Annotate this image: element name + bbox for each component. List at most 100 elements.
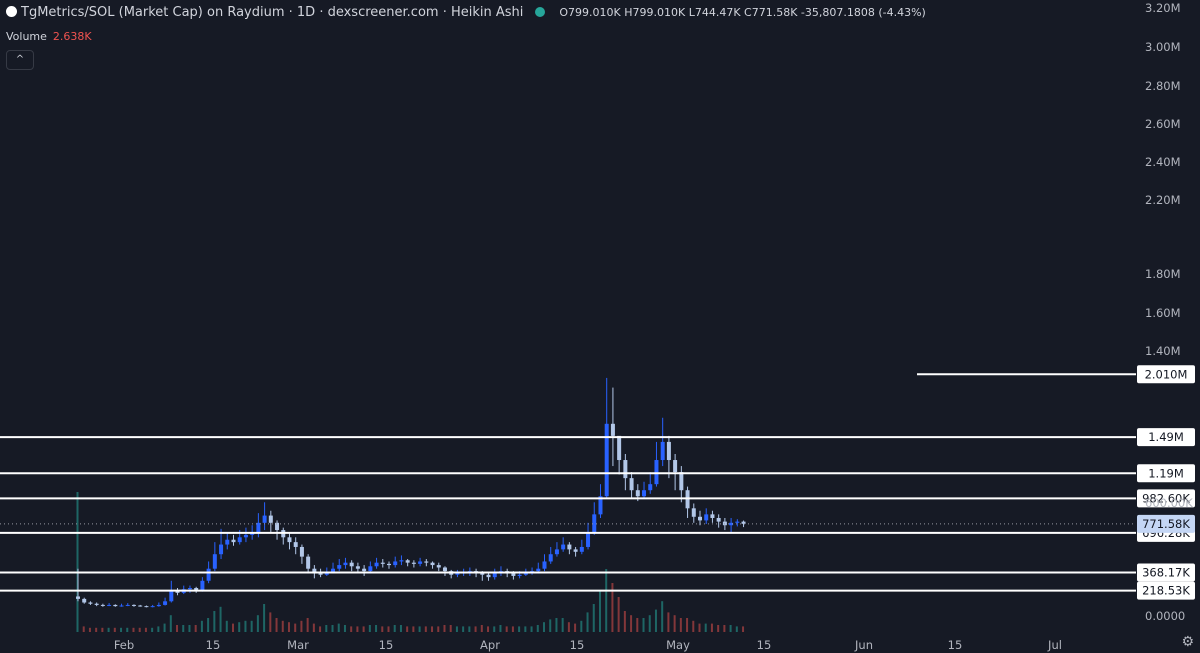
volume-bar <box>586 612 589 632</box>
price-axis-tick: 3.00M <box>1145 40 1181 54</box>
candle-body <box>617 435 622 461</box>
candle-body <box>666 441 671 461</box>
token-logo-icon <box>6 6 17 17</box>
candle-body <box>144 606 149 608</box>
volume-bar <box>742 626 745 632</box>
candle-body <box>741 521 746 524</box>
price-level-label: 368.17K <box>1142 566 1190 580</box>
volume-bar <box>611 583 614 632</box>
price-axis-tick: 600.00K <box>1145 496 1193 510</box>
candle-body <box>125 604 130 606</box>
volume-bar <box>561 618 564 632</box>
volume-bar <box>362 626 365 632</box>
candle-body <box>561 544 566 550</box>
candle-body <box>312 568 317 574</box>
gear-icon[interactable]: ⚙ <box>1181 634 1194 650</box>
volume-bar <box>368 625 371 632</box>
volume-bar <box>698 623 701 632</box>
volume-bar <box>462 626 465 632</box>
candle-body <box>368 566 373 572</box>
candle-body <box>287 537 292 543</box>
volume-bar <box>692 620 695 632</box>
price-axis-tick: 0.0000 <box>1145 609 1185 623</box>
price-level-tag: 982.60K <box>1137 489 1195 508</box>
price-axis-tick: 2.80M <box>1145 79 1181 93</box>
candle-body <box>710 514 715 518</box>
candle-body <box>94 603 99 605</box>
candle-body <box>200 580 205 591</box>
candle-body <box>194 588 199 591</box>
volume-bar <box>207 618 210 632</box>
price-level-tag-bg <box>1137 581 1195 600</box>
volume-bar <box>406 626 409 632</box>
volume-bar <box>101 627 104 632</box>
volume-bar <box>95 627 98 632</box>
price-level-label: 2.010M <box>1145 367 1188 381</box>
volume-bar <box>518 626 521 632</box>
volume-label: Volume <box>6 30 47 43</box>
volume-bar <box>138 627 141 632</box>
volume-bar <box>113 627 116 632</box>
volume-bar <box>169 615 172 632</box>
candle-body <box>698 516 702 521</box>
collapse-legend-button[interactable]: ^ <box>6 50 34 70</box>
candle-body <box>411 562 416 564</box>
candle-body <box>150 606 155 608</box>
time-axis-tick: Jul <box>1047 638 1062 652</box>
volume-bar <box>511 626 514 632</box>
volume-bar <box>107 627 110 632</box>
volume-bar <box>319 626 322 632</box>
volume-bar <box>555 618 558 632</box>
candle-body <box>306 556 311 569</box>
candle-body <box>567 544 572 550</box>
volume-bar <box>437 626 440 632</box>
volume-bar <box>151 627 154 632</box>
volume-bar <box>667 612 670 632</box>
volume-bar <box>194 625 197 632</box>
candle-body <box>486 574 491 578</box>
candle-body <box>318 573 323 575</box>
volume-bar <box>536 625 539 632</box>
candle-body <box>349 562 354 567</box>
candle-body <box>405 560 410 563</box>
time-axis-tick: Mar <box>287 638 309 652</box>
candle-body <box>212 554 217 569</box>
candle-body <box>225 539 230 545</box>
candle-body <box>343 562 348 566</box>
volume-bar <box>306 618 309 632</box>
volume-bar <box>213 611 216 632</box>
candle-body <box>716 517 721 522</box>
candle-body <box>554 549 559 555</box>
volume-bar <box>592 604 595 632</box>
candle-body <box>113 604 118 607</box>
volume-bar <box>704 623 707 632</box>
candle-body <box>735 521 740 523</box>
volume-legend: Volume 2.638K <box>6 30 92 43</box>
volume-bar <box>549 619 552 632</box>
price-axis: 3.20M 3.00M 2.80M 2.60M 2.40M 2.20M 1.80M 1.60M… <box>1145 1 1193 623</box>
candle-body <box>169 590 174 602</box>
volume-bar <box>723 625 726 632</box>
time-axis-tick: 15 <box>570 638 585 652</box>
price-level-tag-bg <box>1137 428 1195 447</box>
market-status-icon <box>535 7 546 17</box>
candle-body <box>418 561 423 564</box>
candle-body <box>442 567 447 572</box>
volume-bar <box>443 625 446 632</box>
price-level-tag: 368.17K <box>1137 563 1195 582</box>
candle-body <box>156 604 161 607</box>
volume-bar <box>393 625 396 632</box>
volume-bar <box>256 615 259 632</box>
volume-bar <box>337 623 340 632</box>
volume-bar <box>182 625 185 632</box>
candle-body <box>673 460 678 473</box>
volume-bar <box>350 626 353 632</box>
candle-body <box>704 514 709 521</box>
candle-body <box>548 554 553 562</box>
candle-body <box>380 562 385 564</box>
candle-body <box>635 490 640 497</box>
volume-bar <box>132 627 135 632</box>
price-axis-tick: 1.40M <box>1145 344 1181 358</box>
time-axis-tick: May <box>666 638 690 652</box>
